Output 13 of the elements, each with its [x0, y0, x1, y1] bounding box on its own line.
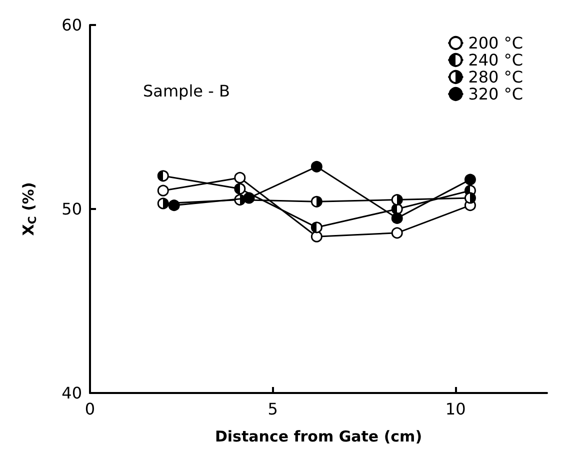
- legend-label: 320 °C: [468, 84, 523, 104]
- x-axis-title: Distance from Gate (cm): [214, 428, 422, 446]
- y-tick-label: 50: [62, 200, 82, 218]
- x-tick-label: 0: [84, 400, 96, 418]
- annotation: Sample - B: [143, 82, 230, 100]
- x-tick-label: 10: [445, 400, 466, 418]
- legend-label: 200 °C: [468, 34, 523, 52]
- x-tick-label: 5: [268, 400, 278, 418]
- y-tick-label: 60: [62, 16, 82, 34]
- legend-label: 240 °C: [468, 50, 523, 70]
- y-axis-title: XC (%): [20, 182, 39, 236]
- legend-label: 280 °C: [468, 68, 523, 86]
- y-tick-label: 40: [62, 384, 82, 402]
